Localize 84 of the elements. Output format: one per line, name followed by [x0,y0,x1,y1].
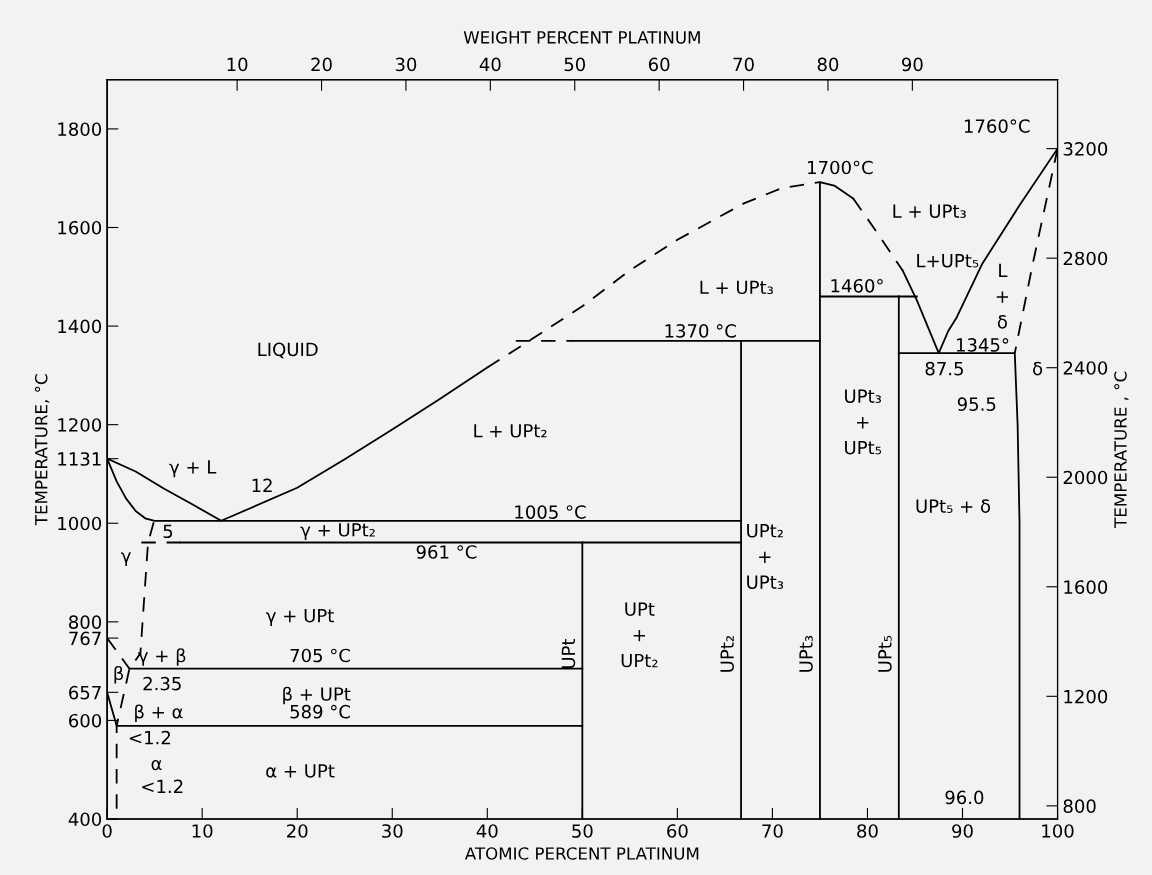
annotation: UPt₅ + δ [916,499,991,513]
y2-tick-label: 1200 [1064,689,1108,704]
x-tick-label: 40 [476,824,498,838]
y-tick-label: 400 [68,812,102,827]
y-tick-label: 1131 [58,452,101,466]
x-tick-label: 90 [952,824,973,838]
y-tick-label: 1200 [58,418,102,432]
annotation: β + UPt [283,686,351,705]
x2-tick-label: 60 [648,57,670,72]
annotation: 1460° [831,278,883,293]
annotation: 705 °C [290,648,350,663]
annotation: 1760°C [964,119,1030,133]
x2-tick-label: 10 [227,57,248,72]
x-tick-label: 60 [667,824,688,838]
y2-tick-label: 2400 [1063,361,1108,375]
annotation: 87.5 [925,361,963,376]
annotation: 1700°C [808,160,873,175]
annotation: γ + L [169,460,217,478]
annotation: 12 [252,478,272,492]
x-tick-label: 10 [192,824,213,838]
y2-tick-label: 3200 [1063,142,1108,156]
annotation: LIQUID [258,342,318,359]
x-tick-label: 20 [287,824,308,838]
annotation: γ [121,552,131,566]
y-tick-label: 1400 [58,319,102,334]
annotation: <1.2 [129,730,171,745]
annotation: L + UPt₃ [700,280,773,295]
y-axis-title: TEMPERATURE, °C [34,374,50,526]
annotation: L + δ [996,263,1009,329]
y2-tick-label: 800 [1063,799,1096,813]
x2-tick-label: 20 [311,57,332,72]
annotation: γ + UPt [266,608,334,626]
x-tick-label: 30 [382,824,403,838]
x2-tick-label: 40 [479,57,501,72]
annotation: UPt₂ + UPt₃ [747,524,784,589]
annotation: UPt + UPt₂ [621,602,658,668]
y-tick-label: 1600 [58,220,102,235]
annotation: UPt₂ [720,636,734,672]
x-tick-label: 70 [762,824,783,838]
y-tick-label: 1800 [58,122,102,137]
annotation: δ [1033,361,1043,376]
annotation: L+UPt₅ [917,254,979,268]
annotation: UPt₃ [799,635,813,672]
annotation: α [151,759,162,771]
x2-tick-label: 30 [395,57,417,72]
annotation: γ + β [138,648,186,666]
x-tick-label: 80 [857,824,878,838]
annotation: 96.0 [945,790,984,805]
annotation: UPt₅ [878,635,892,672]
y-tick-label: 767 [69,631,101,646]
x2-axis-title: WEIGHT PERCENT PLATINUM [463,31,700,44]
x2-tick-label: 50 [564,57,586,72]
annotation: 5 [163,524,173,539]
annotation: 589 °C [290,704,350,719]
y2-tick-label: 1600 [1064,580,1108,594]
y-tick-label: 1000 [58,516,102,531]
x2-tick-label: 80 [817,57,839,72]
annotation: 961 °C [416,545,477,559]
y2-tick-label: 2000 [1063,470,1108,485]
annotation: 2.35 [143,676,181,691]
annotation: 1370 °C [665,324,736,338]
annotation: γ + UPt₂ [300,523,375,541]
x-axis-title: ATOMIC PERCENT PLATINUM [464,847,699,860]
y2-axis-title: TEMPERATURE , °C [1114,371,1129,528]
annotation: <1.2 [142,779,183,793]
annotation: α + UPt [266,764,335,778]
x2-tick-label: 90 [902,57,923,72]
annotation: L + UPt₃ [893,204,966,218]
y-tick-label: 600 [69,713,102,728]
x-tick-label: 100 [1042,824,1074,838]
annotation: UPt₃ + UPt₅ [845,389,882,455]
annotation: 1005 °C [515,505,586,519]
y-tick-label: 657 [69,685,101,700]
annotation: L + UPt₂ [474,424,547,438]
annotation: β [114,666,124,684]
annotation: 95.5 [957,397,996,411]
annotation: β + α [135,704,183,723]
y-tick-label: 800 [69,615,102,629]
x2-tick-label: 70 [733,57,754,72]
annotation: UPt [561,638,576,669]
x-tick-label: 50 [572,824,593,838]
x-tick-label: 0 [102,824,112,838]
y2-tick-label: 2800 [1063,251,1108,266]
annotation: 1345° [956,338,1009,352]
